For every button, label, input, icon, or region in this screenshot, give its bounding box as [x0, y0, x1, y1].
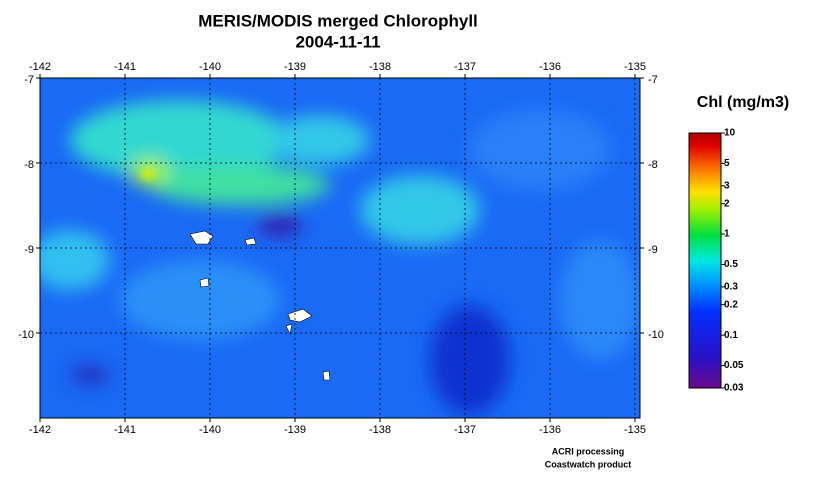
x-tick-label: -135: [624, 424, 646, 436]
credit: Coastwatch product: [545, 459, 632, 469]
x-tick-label: -136: [539, 61, 561, 73]
x-tick-label: -142: [29, 61, 51, 73]
colorbar-tick-label: 0.05: [724, 360, 744, 371]
x-tick-label: -141: [114, 424, 136, 436]
x-tick-label: -135: [624, 61, 646, 73]
y-tick-label: -7: [24, 74, 34, 86]
y-tick-label: -8: [648, 159, 658, 171]
colorbar-tick-label: 0.03: [724, 383, 744, 394]
colorbar-tick-label: 2: [724, 198, 730, 209]
y-tick-label: -8: [24, 159, 34, 171]
date: 2004-11-11: [295, 32, 380, 51]
colorbar-tick-label: 0.3: [724, 282, 738, 293]
title: MERIS/MODIS merged Chlorophyll: [198, 11, 478, 30]
colorbar-tick-label: 0.5: [724, 259, 738, 270]
x-tick-label: -140: [199, 424, 221, 436]
x-tick-label: -140: [199, 61, 221, 73]
x-tick-label: -137: [454, 424, 476, 436]
y-tick-label: -10: [648, 329, 664, 341]
x-tick-label: -139: [284, 424, 306, 436]
chlorophyll-image: [40, 78, 640, 418]
y-tick-label: -9: [648, 244, 658, 256]
x-tick-label: -137: [454, 61, 476, 73]
colorbar: [688, 132, 722, 389]
y-tick-label: -7: [648, 74, 658, 86]
colorbar-tick-label: 0.2: [724, 299, 738, 310]
x-tick-label: -136: [539, 424, 561, 436]
colorbar-tick-label: 1: [724, 229, 730, 240]
colorbar-tick-label: 10: [724, 128, 736, 139]
credit: ACRI processing: [552, 446, 625, 456]
x-tick-label: -141: [114, 61, 136, 73]
x-tick-label: -138: [369, 424, 391, 436]
colorbar-label: Chl (mg/m3): [697, 94, 789, 111]
colorbar-tick-label: 3: [724, 180, 730, 191]
y-tick-label: -10: [18, 329, 34, 341]
colorbar-tick-label: 5: [724, 158, 730, 169]
colorbar-tick-label: 0.1: [724, 330, 738, 341]
x-tick-label: -138: [369, 61, 391, 73]
x-tick-label: -139: [284, 61, 306, 73]
x-tick-label: -142: [29, 424, 51, 436]
y-tick-label: -9: [24, 244, 34, 256]
